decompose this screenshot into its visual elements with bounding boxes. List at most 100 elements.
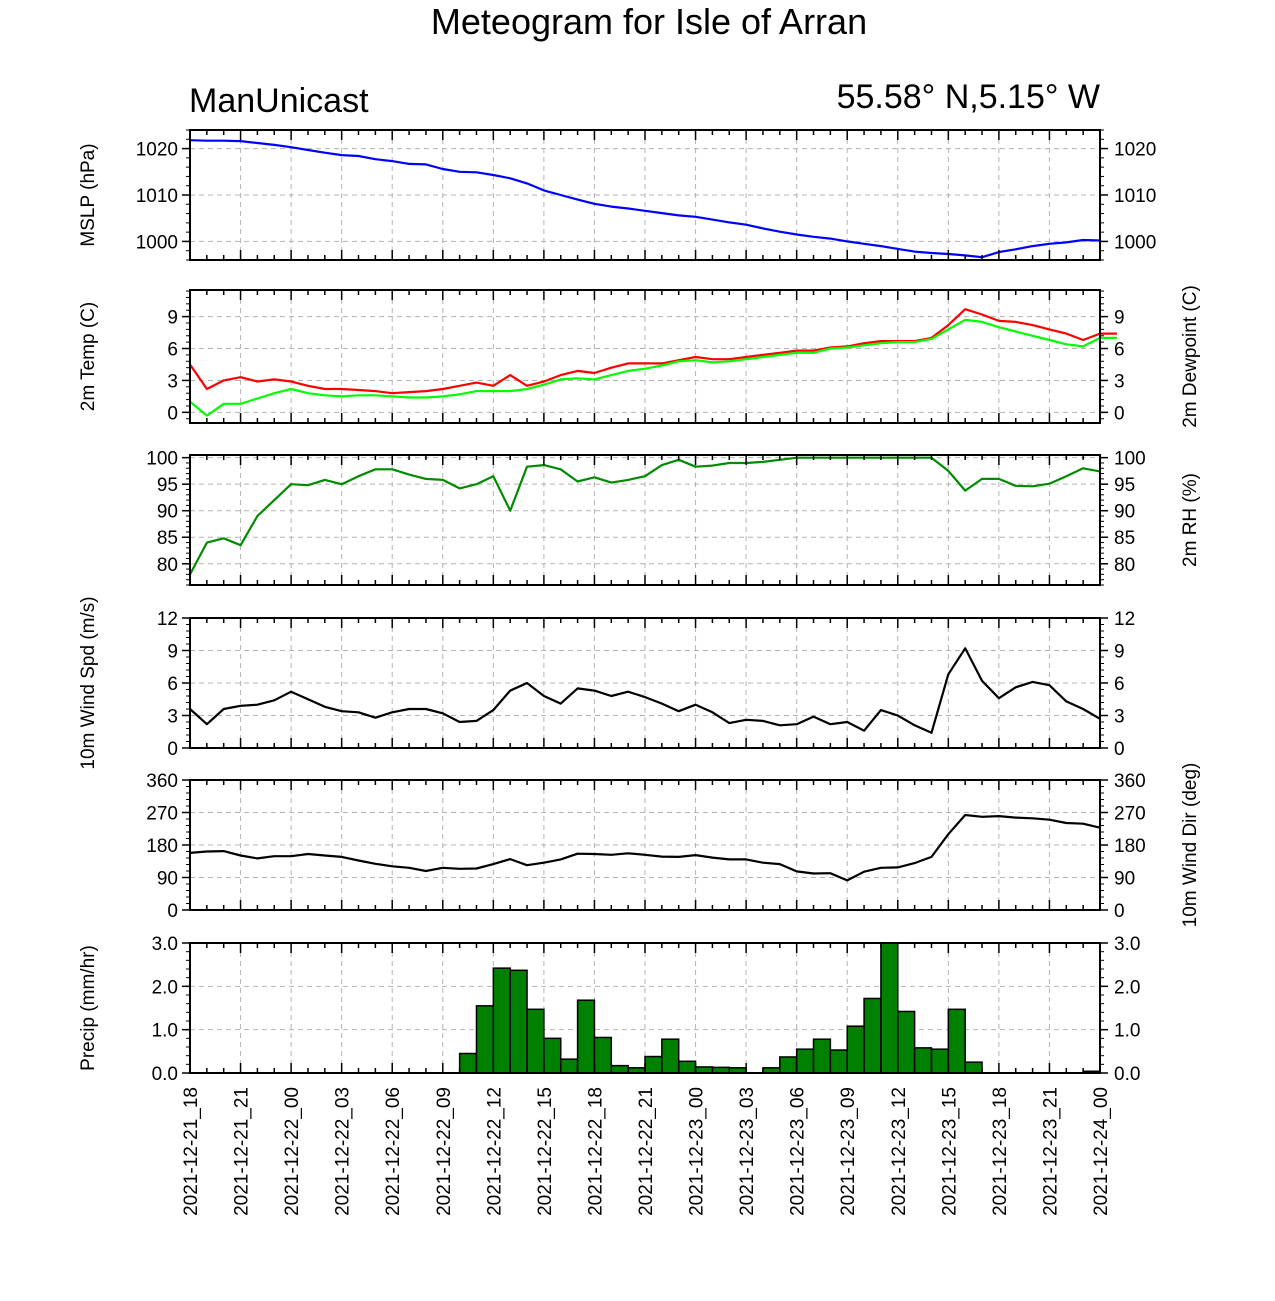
- precip-bar: [593, 1036, 613, 1074]
- y-tick-label-left: 3.0: [152, 934, 178, 955]
- y-tick-label-right: 95: [1114, 475, 1135, 496]
- y-tick-label-right: 6: [1114, 340, 1125, 361]
- y-tick-label-left: 80: [157, 555, 178, 576]
- precip-bar: [492, 967, 511, 1074]
- y-tick-label-left: 2.0: [152, 977, 178, 998]
- precip-bar: [930, 1048, 950, 1074]
- precip-bar: [526, 1008, 545, 1074]
- precip-bar: [863, 997, 882, 1074]
- y-tick-label-right: 12: [1114, 609, 1135, 630]
- x-tick-label: 2021-12-21_21: [232, 1087, 253, 1216]
- y-tick-label-right: 0: [1114, 901, 1125, 922]
- y-tick-label-left: 270: [146, 804, 178, 825]
- y-tick-label-right: 2.0: [1114, 977, 1140, 998]
- x-tick-label: 2021-12-22_18: [585, 1087, 606, 1216]
- precip-bar: [576, 999, 596, 1074]
- y-tick-label-right: 0: [1114, 739, 1125, 760]
- x-tick-label: 2021-12-23_00: [687, 1087, 708, 1216]
- precip-bar: [475, 1005, 495, 1074]
- x-tick-label: 2021-12-23_06: [788, 1087, 809, 1216]
- y-axis-label-left: MSLP (hPa): [78, 143, 99, 246]
- y-tick-label-left: 6: [167, 674, 178, 695]
- precip-bar: [964, 1061, 983, 1074]
- panel-0: 1000 1000 1010 1010 1020 1020 MSLP (hPa): [78, 129, 1156, 261]
- precip-bar: [644, 1055, 663, 1074]
- y-tick-label-right: 1010: [1114, 186, 1156, 207]
- y-tick-label-left: 1020: [136, 140, 178, 161]
- y-tick-label-right: 1000: [1114, 232, 1156, 253]
- y-tick-label-right: 6: [1114, 674, 1125, 695]
- y-tick-label-right: 360: [1114, 771, 1146, 792]
- precip-bar: [947, 1008, 966, 1074]
- y-tick-label-right: 90: [1114, 502, 1135, 523]
- y-axis-label-left: Precip (mm/hr): [78, 945, 99, 1071]
- y-tick-label-right: 9: [1114, 308, 1125, 329]
- panel-4: 0 0 90 90 180 180 270 270 360 360 10m Wind Dir (de…: [146, 763, 1201, 928]
- precip-bar: [610, 1064, 629, 1074]
- x-tick-label: 2021-12-23_03: [737, 1087, 758, 1216]
- x-tick-label: 2021-12-22_00: [282, 1087, 303, 1216]
- y-tick-label-right: 1.0: [1114, 1021, 1140, 1042]
- y-tick-label-right: 270: [1114, 804, 1146, 825]
- precip-bar: [779, 1056, 798, 1074]
- x-tick-label: 2021-12-24_00: [1091, 1087, 1112, 1216]
- x-tick-label: 2021-12-22_21: [636, 1087, 657, 1216]
- precip-bar: [795, 1048, 815, 1074]
- y-axis-label-right: 2m Dewpoint (C): [1180, 285, 1201, 428]
- y-tick-label-right: 80: [1114, 555, 1135, 576]
- precip-bar: [509, 969, 528, 1074]
- precip-bar: [880, 942, 899, 1074]
- y-tick-label-right: 90: [1114, 869, 1135, 890]
- x-tick-label: 2021-12-22_03: [333, 1087, 354, 1216]
- y-tick-label-left: 3: [167, 707, 178, 728]
- y-tick-label-right: 0.0: [1114, 1064, 1140, 1085]
- precip-bar: [677, 1060, 697, 1074]
- x-tick-label: 2021-12-23_21: [1040, 1087, 1061, 1216]
- x-tick-label: 2021-12-23_12: [889, 1087, 910, 1216]
- precip-bar: [913, 1047, 933, 1074]
- precip-bar: [846, 1025, 865, 1074]
- x-tick-label: 2021-12-22_09: [434, 1087, 455, 1216]
- x-tick-label: 2021-12-22_12: [484, 1087, 505, 1216]
- model-name: ManUnicast: [189, 82, 369, 120]
- series-line-1-1: [189, 318, 1117, 417]
- series-line-3-0: [189, 647, 1101, 734]
- panel-2: 80 80 85 85 90 90 95 95 100 100 2m RH (%): [146, 449, 1201, 586]
- y-tick-label-right: 85: [1114, 528, 1135, 549]
- y-axis-label-right: 10m Wind Dir (deg): [1180, 763, 1201, 928]
- y-tick-label-right: 1020: [1114, 140, 1156, 161]
- y-tick-label-right: 0: [1114, 403, 1125, 424]
- y-tick-label-left: 9: [167, 642, 178, 663]
- y-tick-label-left: 0: [167, 739, 178, 760]
- precip-bar: [458, 1052, 478, 1074]
- y-axis-label-left: 10m Wind Spd (m/s): [78, 596, 99, 769]
- y-tick-label-right: 100: [1114, 449, 1146, 470]
- x-tick-label: 2021-12-23_18: [990, 1087, 1011, 1216]
- y-tick-label-left: 3: [167, 371, 178, 392]
- precip-bar: [897, 1010, 916, 1074]
- series-line-4-0: [189, 813, 1101, 882]
- series-line-2-0: [189, 456, 1101, 575]
- panel-3: 0 0 3 3 6 6 9 9 12 12 10m Wind Spd (m/s): [78, 596, 1135, 769]
- y-tick-label-left: 0: [167, 403, 178, 424]
- location-coordinates: 55.58° N,5.15° W: [837, 78, 1100, 116]
- y-tick-label-right: 9: [1114, 642, 1125, 663]
- x-tick-label: 2021-12-22_06: [383, 1087, 404, 1216]
- y-tick-label-left: 360: [146, 771, 178, 792]
- y-tick-label-left: 0.0: [152, 1064, 178, 1085]
- precip-bar: [812, 1038, 832, 1074]
- y-tick-label-left: 90: [157, 502, 178, 523]
- y-tick-label-left: 9: [167, 308, 178, 329]
- series-line-1-0: [189, 308, 1117, 395]
- y-tick-label-right: 180: [1114, 836, 1146, 857]
- panel-1: 0 0 3 3 6 6 9 9 2m Temp (C) 2m Dewpoint (C): [78, 285, 1201, 428]
- y-tick-label-right: 3.0: [1114, 934, 1140, 955]
- y-tick-label-left: 1000: [136, 232, 178, 253]
- y-axis-label-left: 2m Temp (C): [78, 302, 99, 411]
- precip-bar: [661, 1038, 680, 1074]
- precip-bar: [829, 1049, 848, 1074]
- y-tick-label-left: 85: [157, 528, 178, 549]
- x-tick-label: 2021-12-23_15: [939, 1087, 960, 1216]
